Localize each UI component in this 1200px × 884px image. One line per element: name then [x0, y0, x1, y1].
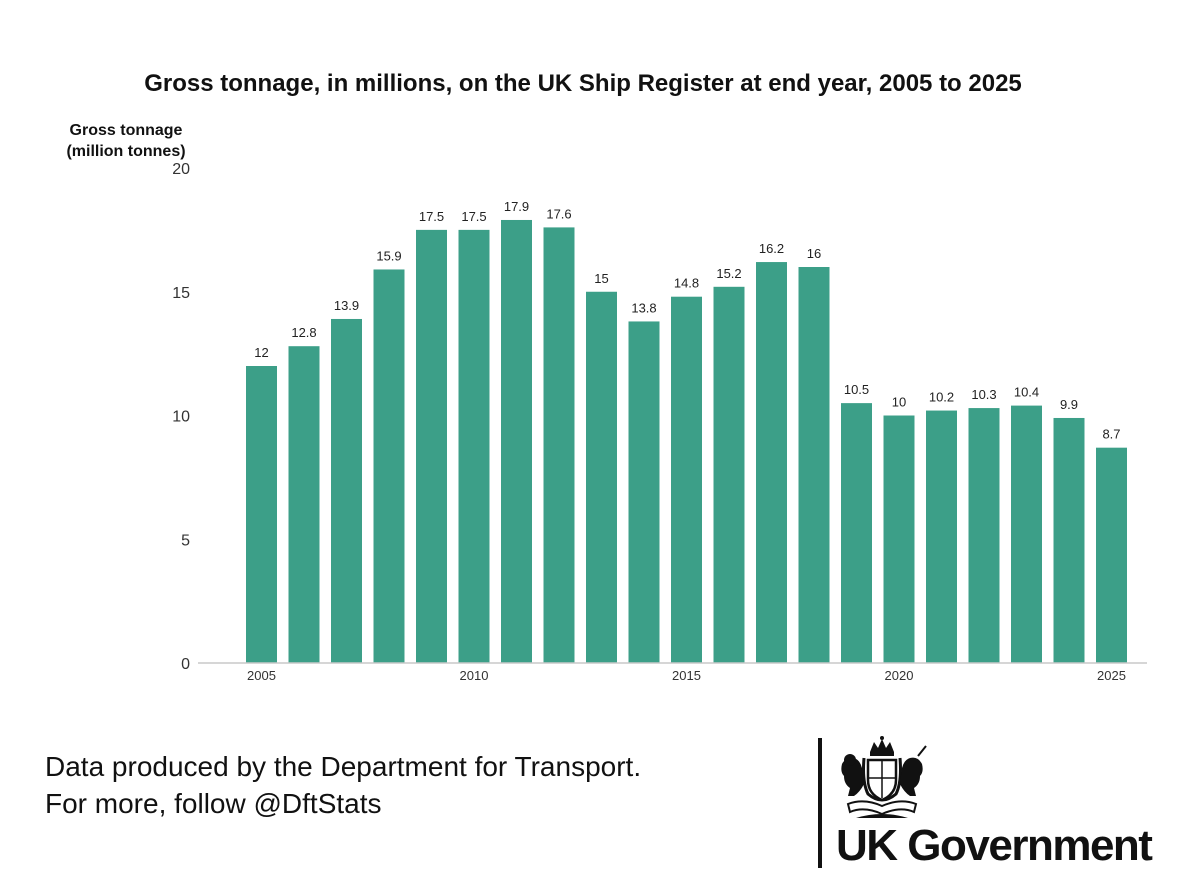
x-tick-label: 2015	[672, 668, 701, 683]
uk-government-wordmark: UK Government	[836, 821, 1153, 870]
y-tick-label: 15	[172, 285, 190, 302]
y-axis-label-line-2: (million tonnes)	[66, 143, 185, 160]
y-axis-label-line-1: Gross tonnage	[70, 122, 183, 139]
y-axis-label: Gross tonnage (million tonnes)	[66, 122, 185, 160]
bar-2018	[798, 267, 830, 663]
bar-2012	[543, 227, 575, 663]
x-tick-label: 2020	[885, 668, 914, 683]
data-label-2019: 10.5	[844, 382, 869, 397]
data-label-2024: 9.9	[1060, 397, 1078, 412]
data-label-2020: 10	[892, 395, 906, 410]
data-label-2025: 8.7	[1102, 427, 1120, 442]
data-label-2013: 15	[594, 271, 608, 286]
bar-2006	[288, 346, 320, 663]
y-axis-ticks: 0 5 10 15 20	[172, 161, 190, 673]
bar-2009	[416, 229, 447, 663]
bar-2024	[1053, 417, 1085, 663]
data-label-2022: 10.3	[971, 387, 996, 402]
royal-coat-of-arms-icon	[841, 736, 927, 818]
y-tick-label: 0	[181, 656, 190, 673]
bar-chart: Gross tonnage (million tonnes) 05101520 …	[66, 122, 1147, 683]
x-tick-label: 2025	[1097, 668, 1126, 683]
data-label-2009: 17.5	[419, 209, 444, 224]
bar-2005	[246, 366, 277, 663]
bar-2020	[883, 415, 915, 663]
y-tick-label: 10	[172, 409, 190, 426]
bar-2016	[713, 286, 745, 663]
data-label-2010: 17.5	[461, 209, 486, 224]
data-label-2007: 13.9	[334, 298, 359, 313]
x-tick-label: 2010	[460, 668, 489, 683]
y-tick-label: 5	[181, 532, 190, 549]
data-label-2015: 14.8	[674, 276, 699, 291]
data-labels: 12 12.8 13.9 15.9 17.5 17.5 17.9 17.6 15 13.8 14.8…	[254, 199, 1120, 442]
data-label-2017: 16.2	[759, 241, 784, 256]
data-label-2008: 15.9	[376, 248, 401, 263]
bar-2011	[501, 219, 532, 663]
footer-line-1: Data produced by the Department for Tran…	[45, 751, 642, 782]
data-label-2006: 12.8	[291, 325, 316, 340]
bar-2010	[458, 229, 490, 663]
data-label-2005: 12	[254, 345, 268, 360]
bar-2007	[331, 318, 362, 663]
bar-2025	[1096, 447, 1127, 663]
bar-2021	[926, 410, 957, 663]
bar-2019	[841, 403, 872, 663]
bar-2023	[1011, 405, 1042, 663]
data-label-2014: 13.8	[631, 300, 656, 315]
data-label-2021: 10.2	[929, 390, 954, 405]
bars	[246, 219, 1127, 663]
data-label-2023: 10.4	[1014, 385, 1039, 400]
x-axis-ticks: 2005 2010 2015 2020 2025	[247, 668, 1126, 683]
data-label-2018: 16	[807, 246, 821, 261]
y-tick-label: 20	[172, 161, 190, 178]
logo-divider	[818, 738, 822, 868]
footer-text: Data produced by the Department for Tran…	[45, 748, 641, 822]
data-label-2016: 15.2	[716, 266, 741, 281]
bar-2017	[756, 262, 787, 663]
footer-line-2: For more, follow @DftStats	[45, 788, 382, 819]
bar-2014	[628, 321, 660, 663]
chart-title: Gross tonnage, in millions, on the UK Sh…	[144, 70, 1022, 97]
bar-2015	[671, 296, 702, 663]
bar-2008	[373, 269, 405, 663]
bar-2022	[968, 408, 1000, 663]
bar-2013	[586, 291, 617, 663]
data-label-2012: 17.6	[546, 206, 571, 221]
x-tick-label: 2005	[247, 668, 276, 683]
data-label-2011: 17.9	[504, 199, 529, 214]
